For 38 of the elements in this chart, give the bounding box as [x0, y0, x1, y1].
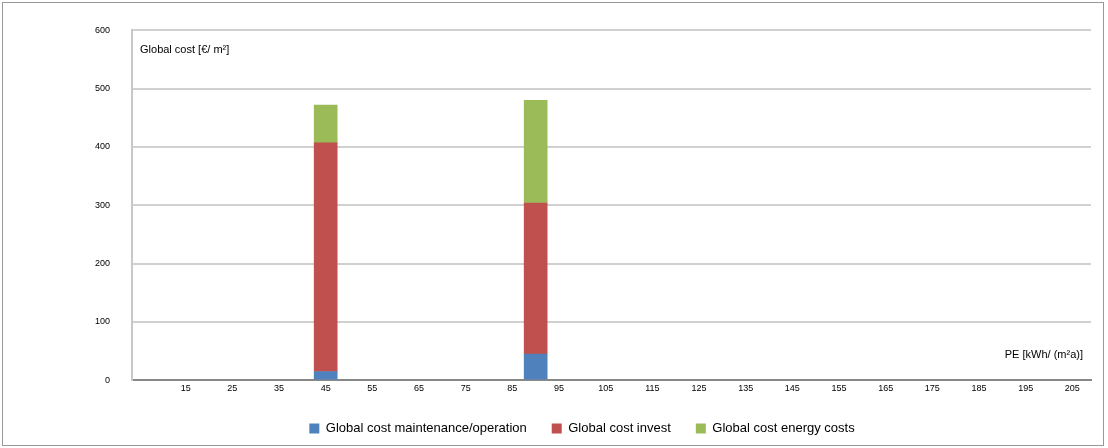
x-tick-label: 205 — [1064, 383, 1080, 394]
x-tick-label: 175 — [924, 383, 940, 394]
x-tick-label: 115 — [645, 383, 660, 394]
x-tick-label: 165 — [878, 383, 894, 394]
x-tick-label: 195 — [1018, 383, 1034, 394]
legend-label: Global cost invest — [568, 420, 672, 436]
x-tick-label: 185 — [971, 383, 987, 394]
bar — [313, 371, 338, 380]
legend-label: Global cost maintenance/operation — [325, 420, 527, 436]
bar — [313, 142, 338, 372]
y-tick-label: 300 — [94, 199, 111, 210]
bar — [523, 202, 548, 355]
x-tick-label: 105 — [598, 383, 614, 394]
x-tick-label: 125 — [691, 383, 707, 394]
bar — [523, 100, 548, 204]
x-tick-label: 45 — [320, 383, 331, 394]
y-tick-label: 600 — [94, 24, 111, 35]
x-tick-label: 15 — [180, 383, 191, 394]
y-tick-label: 100 — [94, 316, 111, 327]
y-axis-title: Global cost [€/ m²] — [140, 43, 230, 56]
x-tick-label: 145 — [784, 383, 800, 394]
x-tick-label: 155 — [831, 383, 847, 394]
bar — [523, 353, 548, 380]
x-tick-label: 35 — [274, 383, 285, 394]
x-tick-label: 25 — [227, 383, 238, 394]
x-axis-title: PE [kWh/ (m²a)] — [1004, 348, 1083, 361]
bar — [313, 104, 338, 144]
x-tick-label: 75 — [460, 383, 471, 394]
legend-label: Global cost energy costs — [712, 420, 856, 436]
x-tick-label: 85 — [507, 383, 518, 394]
x-tick-label: 135 — [738, 383, 754, 394]
y-tick-label: 500 — [94, 83, 111, 94]
x-tick-label: 55 — [367, 383, 378, 394]
x-tick-label: 65 — [414, 383, 425, 394]
x-tick-label: 95 — [554, 383, 565, 394]
y-tick-label: 200 — [94, 258, 111, 269]
y-tick-label: 0 — [105, 374, 111, 385]
y-tick-label: 400 — [94, 141, 111, 152]
